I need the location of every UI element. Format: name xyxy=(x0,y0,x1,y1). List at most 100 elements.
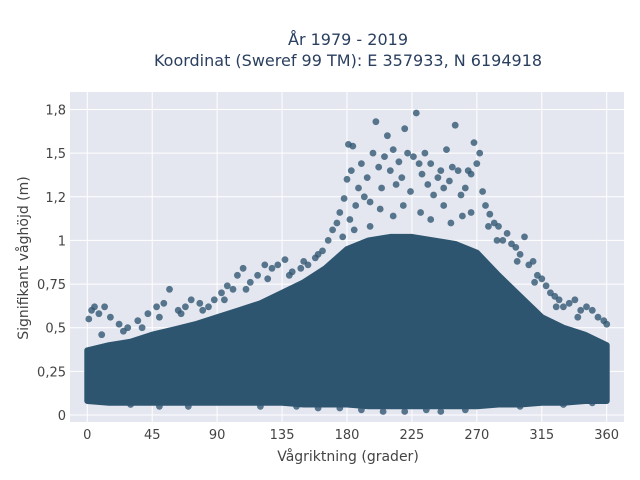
scatter-point xyxy=(210,296,218,304)
scatter-point xyxy=(261,261,269,269)
x-tick-label: 90 xyxy=(209,428,226,443)
y-tick-label: 1,2 xyxy=(45,191,66,206)
scatter-point xyxy=(268,264,276,272)
scatter-point xyxy=(512,244,520,251)
y-tick-label: 0,5 xyxy=(45,322,66,337)
scatter-point xyxy=(603,320,611,328)
scatter-point xyxy=(329,226,336,234)
scatter-point xyxy=(531,278,538,286)
scatter-point xyxy=(115,320,123,328)
scatter-point xyxy=(446,177,453,185)
scatter-point xyxy=(401,125,409,133)
scatter-point xyxy=(223,282,231,290)
scatter-point xyxy=(242,285,250,293)
scatter-point xyxy=(95,310,103,318)
scatter-point xyxy=(264,275,272,283)
scatter-point xyxy=(205,303,212,311)
scatter-point xyxy=(467,209,475,216)
scatter-point xyxy=(274,261,282,269)
scatter-point xyxy=(369,149,377,157)
scatter-point xyxy=(555,296,563,304)
scatter-point xyxy=(552,303,560,311)
y-tick-label: 1 xyxy=(58,234,66,249)
scatter-point xyxy=(421,149,429,157)
scatter-point xyxy=(160,299,168,307)
scatter-point xyxy=(156,402,163,410)
y-axis-ticks: 0 0,25 0,5 0,75 1 1,2 1,5 1,8 xyxy=(37,103,66,424)
x-tick-label: 45 xyxy=(144,428,161,443)
scatter-point xyxy=(218,289,225,297)
scatter-point xyxy=(447,219,455,227)
scatter-point xyxy=(297,264,305,272)
scatter-point xyxy=(503,230,511,237)
y-tick-label: 1,5 xyxy=(45,147,66,162)
scatter-point xyxy=(440,202,448,209)
y-tick-label: 1,8 xyxy=(45,103,66,118)
scatter-point xyxy=(401,408,409,415)
scatter-point xyxy=(415,160,423,168)
scatter-point xyxy=(134,317,142,325)
chart-title-line-2: Koordinat (Sweref 99 TM): E 357933, N 61… xyxy=(154,51,542,70)
scatter-point xyxy=(461,184,469,192)
scatter-point xyxy=(358,406,365,414)
scatter-point xyxy=(516,402,524,410)
scatter-point xyxy=(221,296,228,304)
scatter-point xyxy=(156,313,163,321)
scatter-point xyxy=(91,303,98,311)
scatter-point xyxy=(407,188,414,195)
scatter-point xyxy=(375,163,383,171)
scatter-point xyxy=(379,408,387,415)
chart-title-line-1: År 1979 - 2019 xyxy=(288,30,408,49)
x-axis-title: Vågriktning (grader) xyxy=(277,448,419,465)
scatter-point xyxy=(482,202,489,209)
scatter-point xyxy=(410,153,417,161)
scatter-point xyxy=(417,209,424,216)
scatter-point xyxy=(427,216,435,223)
scatter-point xyxy=(422,406,430,414)
scatter-point xyxy=(314,404,322,412)
scatter-point xyxy=(427,160,435,168)
scatter-point xyxy=(499,237,507,244)
scatter-point xyxy=(577,306,585,314)
scatter-markers xyxy=(85,109,611,415)
scatter-point xyxy=(285,271,293,279)
scatter-point xyxy=(98,331,106,339)
scatter-point xyxy=(376,205,384,213)
scatter-point xyxy=(85,315,93,323)
scatter-point xyxy=(467,170,475,178)
scatter-point xyxy=(239,264,247,272)
scatter-point xyxy=(461,406,469,414)
scatter-point xyxy=(343,175,351,183)
y-tick-label: 0,25 xyxy=(37,365,66,380)
scatter-point xyxy=(144,310,152,318)
y-axis-title: Signifikant våghöjd (m) xyxy=(15,176,32,339)
y-tick-label: 0,75 xyxy=(37,278,66,293)
scatter-point xyxy=(336,209,344,216)
y-tick-label: 0 xyxy=(58,409,66,424)
scatter-point xyxy=(392,181,400,188)
scatter-point xyxy=(229,285,237,293)
scatter-point xyxy=(333,219,341,227)
scatter-point xyxy=(199,306,207,314)
scatter-point xyxy=(473,160,481,168)
scatter-point xyxy=(349,142,357,150)
scatter-point xyxy=(583,303,590,311)
scatter-point xyxy=(366,198,374,206)
scatter-point xyxy=(153,303,161,311)
scatter-point xyxy=(448,163,456,171)
scatter-point xyxy=(107,313,114,321)
scatter-point xyxy=(166,285,173,293)
scatter-point xyxy=(398,174,406,182)
scatter-point xyxy=(184,402,192,410)
x-tick-label: 270 xyxy=(464,428,489,443)
scatter-point xyxy=(560,303,567,311)
scatter-point xyxy=(574,313,582,321)
scatter-point xyxy=(395,158,403,166)
x-tick-label: 135 xyxy=(270,428,295,443)
scatter-point xyxy=(300,258,308,265)
scatter-point xyxy=(363,174,371,182)
scatter-point xyxy=(314,251,322,258)
scatter-point xyxy=(571,296,579,304)
scatter-point xyxy=(187,296,195,304)
